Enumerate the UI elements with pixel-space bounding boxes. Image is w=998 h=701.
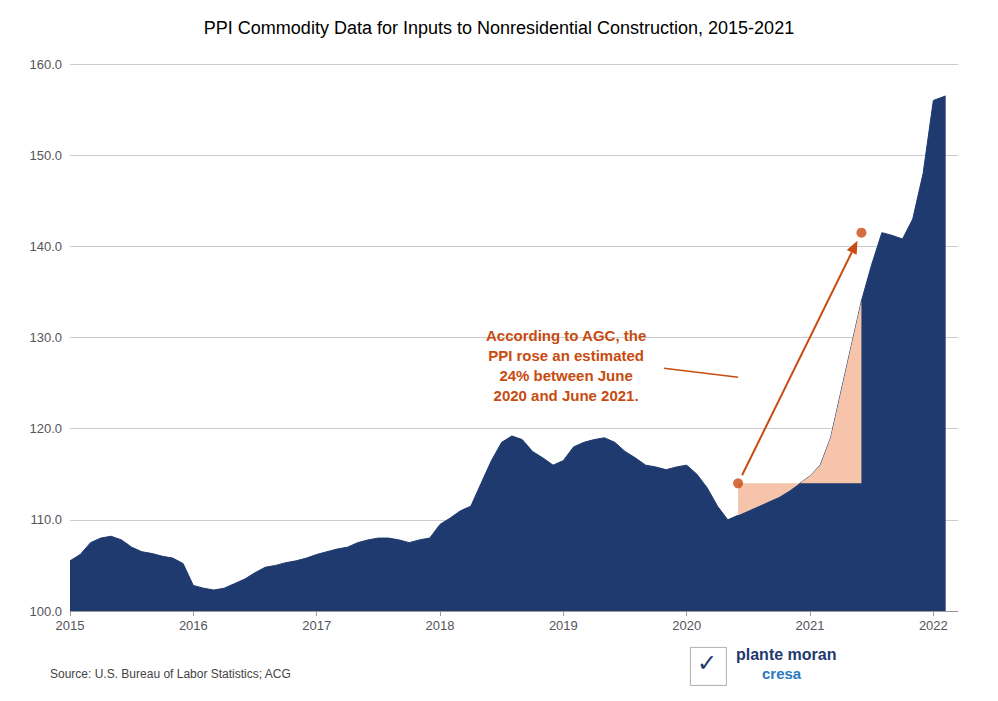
svg-text:cresa: cresa (762, 665, 802, 682)
svg-text:Source: U.S. Bureau of Labor S: Source: U.S. Bureau of Labor Statistics;… (50, 667, 291, 681)
svg-text:2022: 2022 (919, 618, 948, 633)
svg-text:PPI rose an estimated: PPI rose an estimated (488, 347, 644, 364)
svg-text:✓: ✓ (697, 649, 717, 677)
svg-text:24% between June: 24% between June (499, 367, 632, 384)
svg-text:110.0: 110.0 (30, 512, 62, 527)
svg-text:130.0: 130.0 (29, 330, 62, 345)
svg-text:2021: 2021 (796, 618, 825, 633)
svg-text:2019: 2019 (549, 618, 578, 633)
svg-text:2015: 2015 (56, 618, 85, 633)
svg-text:140.0: 140.0 (29, 239, 62, 254)
svg-text:2020: 2020 (672, 618, 701, 633)
svg-text:100.0: 100.0 (29, 604, 62, 619)
svg-text:PPI Commodity Data for Inputs: PPI Commodity Data for Inputs to Nonresi… (204, 18, 794, 38)
svg-text:2018: 2018 (426, 618, 455, 633)
svg-text:2017: 2017 (302, 618, 331, 633)
svg-text:120.0: 120.0 (29, 421, 62, 436)
svg-text:150.0: 150.0 (29, 148, 62, 163)
svg-text:2020 and June 2021.: 2020 and June 2021. (494, 387, 639, 404)
svg-text:160.0: 160.0 (29, 57, 62, 72)
svg-text:plante moran: plante moran (736, 646, 836, 663)
svg-text:According to AGC, the: According to AGC, the (486, 327, 646, 344)
svg-text:2016: 2016 (179, 618, 208, 633)
